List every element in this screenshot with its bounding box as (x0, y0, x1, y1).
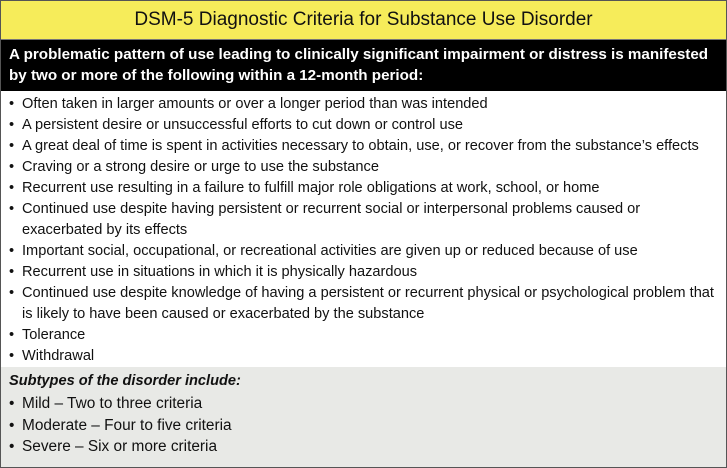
criterion-text: A persistent desire or unsuccessful effo… (22, 117, 464, 133)
bullet-icon: • (9, 180, 15, 196)
bullet-icon: • (9, 243, 15, 259)
criterion-text: Craving or a strong desire or urge to us… (22, 159, 379, 175)
bullet-icon: • (9, 416, 15, 434)
bullet-icon: • (9, 138, 15, 154)
criterion-text: Continued use despite having persistent … (22, 201, 641, 238)
criterion-text: Tolerance (22, 327, 86, 343)
subtype-item: • Mild – Two to three criteria (7, 393, 720, 415)
subtype-text: Severe – Six or more criteria (22, 438, 218, 455)
criterion-item: • Tolerance (7, 325, 720, 346)
criterion-text: Recurrent use resulting in a failure to … (22, 180, 600, 196)
bullet-icon: • (9, 438, 15, 455)
bullet-icon: • (9, 285, 15, 301)
criterion-item: • A great deal of time is spent in activi… (7, 136, 720, 157)
subtype-text: Mild – Two to three criteria (22, 395, 203, 412)
criterion-item: • Recurrent use in situations in which it… (7, 262, 720, 283)
bullet-icon: • (9, 201, 15, 217)
bullet-icon: • (9, 264, 15, 280)
bullet-icon: • (9, 327, 15, 343)
criterion-item: • Continued use despite knowledge of havi… (7, 283, 720, 325)
subtype-text: Moderate – Four to five criteria (22, 416, 232, 434)
criterion-text: Continued use despite knowledge of havin… (22, 285, 714, 322)
subtypes-heading: Subtypes of the disorder include: (9, 373, 241, 389)
bullet-icon: • (9, 159, 15, 175)
subtype-item: • Moderate – Four to five criteria (7, 415, 720, 437)
criterion-item: • A persistent desire or unsuccessful eff… (7, 115, 720, 136)
bullet-icon: • (9, 117, 15, 133)
bullet-icon: • (9, 348, 15, 364)
criterion-item: • Withdrawal (7, 346, 720, 367)
criterion-item: • Important social, occupational, or recr… (7, 241, 720, 262)
criterion-text: Often taken in larger amounts or over a … (22, 96, 488, 112)
subtype-item: • Severe – Six or more criteria (7, 436, 720, 458)
criterion-text: Important social, occupational, or recre… (22, 243, 638, 259)
criterion-item: • Craving or a strong desire or urge to u… (7, 157, 720, 178)
criterion-text: Recurrent use in situations in which it … (22, 264, 418, 280)
criterion-item: • Continued use despite having persistent… (7, 199, 720, 241)
subtypes-list: • Mild – Two to three criteria • Moderate … (7, 391, 720, 458)
criteria-list: • Often taken in larger amounts or over a… (1, 91, 726, 367)
table-title: DSM-5 Diagnostic Criteria for Substance … (1, 1, 726, 40)
criterion-text: A great deal of time is spent in activit… (22, 138, 699, 154)
criterion-item: • Recurrent use resulting in a failure to… (7, 178, 720, 199)
bullet-icon: • (9, 96, 15, 112)
criterion-text: Withdrawal (22, 348, 95, 364)
bullet-icon: • (9, 395, 15, 412)
subtypes-section: Subtypes of the disorder include: • Mild … (1, 367, 726, 467)
criterion-item: • Often taken in larger amounts or over a… (7, 94, 720, 115)
intro-statement: A problematic pattern of use leading to … (1, 40, 726, 91)
